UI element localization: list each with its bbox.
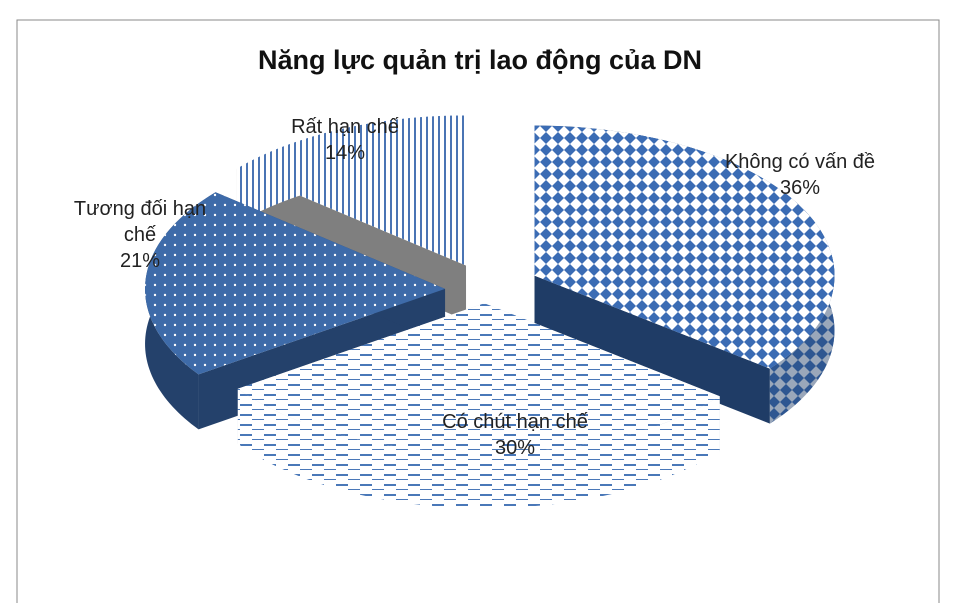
slice (237, 303, 720, 509)
data-label: Rất hạn chế 14% (260, 114, 430, 166)
value-label: 30% (494, 437, 536, 459)
category-label: Tương đối hạn chế (73, 198, 207, 246)
value-label: 21% (119, 250, 161, 272)
data-label: Tương đối hạn chế 21% (65, 196, 215, 274)
value-label: 36% (779, 177, 821, 199)
slice-top (534, 125, 835, 369)
category-label: Rất hạn chế (291, 116, 399, 138)
data-label: Không có vấn đề 36% (715, 149, 885, 201)
category-label: Không có vấn đề (724, 151, 876, 173)
slice-side (237, 388, 720, 509)
data-label: Có chút hạn chế 30% (430, 409, 600, 461)
slice-top (145, 192, 446, 375)
slice-top (237, 303, 720, 454)
slice (534, 125, 835, 424)
category-label: Có chút hạn chế (442, 411, 588, 433)
slice-wall (534, 275, 770, 424)
value-label: 14% (324, 142, 366, 164)
chart-title: Năng lực quản trị lao động của DN (258, 45, 702, 75)
slice-top (236, 115, 467, 266)
